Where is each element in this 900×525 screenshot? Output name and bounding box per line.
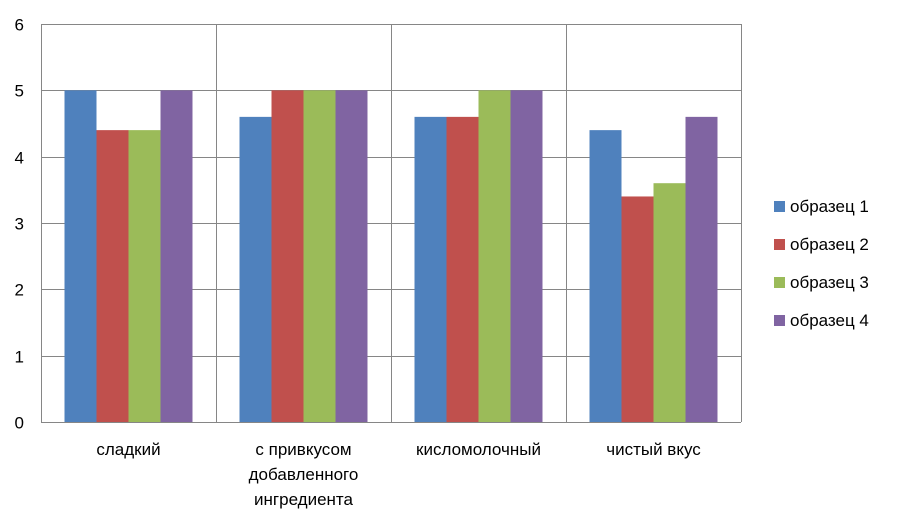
bar-3-3 [478, 90, 511, 422]
legend: образец 1 образец 2 образец 3 образец 4 [774, 197, 869, 330]
bar-4-2 [335, 90, 368, 422]
bar-3-2 [303, 90, 336, 422]
y-tick-label: 3 [15, 215, 24, 234]
x-category-label: добавленного [249, 465, 359, 484]
bar-2-3 [446, 116, 479, 422]
x-category-label: с привкусом [255, 440, 351, 459]
legend-swatch [774, 201, 785, 212]
legend-label: образец 1 [790, 197, 869, 216]
x-category-label: чистый вкус [606, 440, 701, 459]
y-tick-label: 4 [15, 149, 24, 168]
y-tick-label: 1 [15, 348, 24, 367]
y-tick-label: 5 [15, 82, 24, 101]
y-tick-label: 0 [15, 414, 24, 433]
y-tick-label: 6 [15, 16, 24, 35]
bar-2-4 [621, 196, 654, 422]
bar-4-4 [685, 116, 718, 422]
bar-1-4 [589, 130, 622, 422]
bar-3-4 [653, 183, 686, 422]
y-tick-label: 2 [15, 281, 24, 300]
legend-label: образец 4 [790, 311, 869, 330]
x-axis-category-labels: сладкий с привкусом добавленного ингредиент… [96, 440, 701, 509]
x-category-label: кисломолочный [416, 440, 541, 459]
bar-1-1 [64, 90, 97, 422]
x-category-label: ингредиента [254, 490, 353, 509]
legend-label: образец 3 [790, 273, 869, 292]
bar-1-2 [239, 116, 272, 422]
bar-3-1 [128, 130, 161, 422]
legend-swatch [774, 277, 785, 288]
bars [64, 90, 718, 422]
y-axis-tick-labels: 0 1 2 3 4 5 6 [15, 16, 24, 433]
legend-label: образец 2 [790, 235, 869, 254]
bar-1-3 [414, 116, 447, 422]
bar-2-1 [96, 130, 129, 422]
x-category-label: сладкий [96, 440, 160, 459]
bar-2-2 [271, 90, 304, 422]
bar-4-3 [510, 90, 543, 422]
legend-swatch [774, 315, 785, 326]
legend-swatch [774, 239, 785, 250]
bar-4-1 [160, 90, 193, 422]
